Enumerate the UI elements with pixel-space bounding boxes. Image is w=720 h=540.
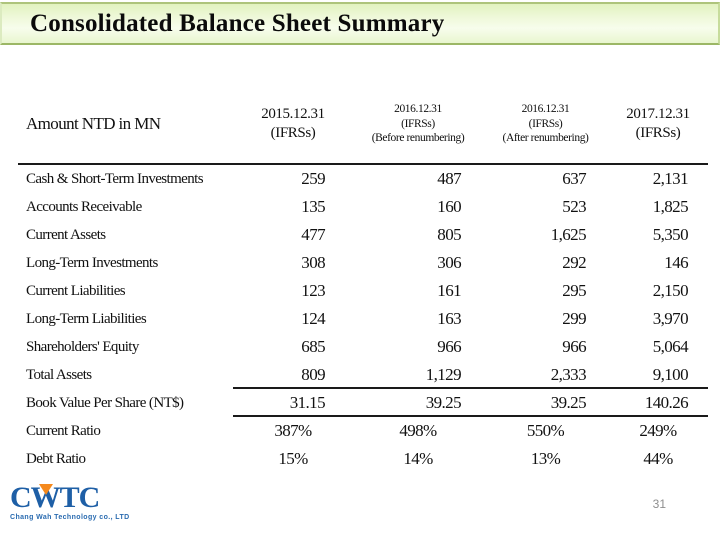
row-label: Total Assets <box>26 367 92 383</box>
cell-value: 5,350 <box>652 225 689 244</box>
cell-value: 1,625 <box>550 225 587 244</box>
cell-value: 3,970 <box>652 309 689 328</box>
cell-value: 308 <box>301 253 325 272</box>
cell-value: 2,131 <box>652 169 689 188</box>
table-row: Current Ratio 387% 498% 550% 249% <box>18 417 708 445</box>
row-label: Current Assets <box>26 227 106 243</box>
table-header-row: Amount NTD in MN 2015.12.31 (IFRSs) 2016.1… <box>18 85 708 165</box>
cwtc-logo: CWTC Chang Wah Technology co., LTD <box>10 483 180 522</box>
cell-value: 124 <box>301 309 325 328</box>
table-row: Long-Term Liabilities 124 163 299 3,970 <box>18 305 708 333</box>
logo-orange-wedge-icon <box>39 484 53 495</box>
cell-value: 685 <box>301 337 325 356</box>
cell-value: 487 <box>437 169 461 188</box>
row-label: Book Value Per Share (NT$) <box>26 395 184 411</box>
title-bar: Consolidated Balance Sheet Summary <box>0 2 720 45</box>
table-row: Shareholders' Equity 685 966 966 5,064 <box>18 333 708 361</box>
column-header-line: 2016.12.31 <box>394 102 442 115</box>
table-row: Accounts Receivable 135 160 523 1,825 <box>18 193 708 221</box>
column-header-2: 2016.12.31 (IFRSs) (Before renumbering) <box>353 102 483 147</box>
column-header-1: 2015.12.31 (IFRSs) <box>233 105 353 143</box>
cell-value: 140.26 <box>608 389 708 417</box>
cell-value: 1,825 <box>652 197 689 216</box>
cell-value: 637 <box>562 169 586 188</box>
cell-value: 39.25 <box>483 389 608 417</box>
column-header-line: (Before renumbering) <box>371 132 465 145</box>
logo-wordmark-text: CWTC <box>10 481 100 514</box>
cell-value: 15% <box>278 449 308 468</box>
cell-value: 259 <box>301 169 325 188</box>
cell-value: 44% <box>643 449 673 468</box>
cell-value: 2,333 <box>483 361 608 389</box>
cell-value: 146 <box>664 253 688 272</box>
cell-value: 295 <box>562 281 586 300</box>
column-header-line: (IFRSs) <box>270 125 316 141</box>
row-label: Shareholders' Equity <box>26 339 139 355</box>
table-row: Book Value Per Share (NT$) 31.15 39.25 39.2… <box>18 389 708 417</box>
cell-value: 39.25 <box>353 389 483 417</box>
row-label: Long-Term Investments <box>26 255 158 271</box>
cell-value: 550% <box>526 421 565 440</box>
table-row: Current Liabilities 123 161 295 2,150 <box>18 277 708 305</box>
column-header-line: (IFRSs) <box>401 117 435 130</box>
cell-value: 123 <box>301 281 325 300</box>
cell-value: 306 <box>437 253 461 272</box>
column-header-line: (After renumbering) <box>502 132 589 145</box>
cell-value: 2,150 <box>652 281 689 300</box>
balance-sheet-table: Amount NTD in MN 2015.12.31 (IFRSs) 2016.1… <box>18 85 708 473</box>
table-row: Debt Ratio 15% 14% 13% 44% <box>18 445 708 473</box>
cell-value: 14% <box>403 449 433 468</box>
cell-value: 5,064 <box>652 337 689 356</box>
table-row: Total Assets 809 1,129 2,333 9,100 <box>18 361 708 389</box>
column-header-3: 2016.12.31 (IFRSs) (After renumbering) <box>483 102 608 147</box>
row-label: Accounts Receivable <box>26 199 142 215</box>
table-corner-label: Amount NTD in MN <box>26 114 161 133</box>
cell-value: 9,100 <box>608 361 708 389</box>
column-header-line: 2015.12.31 <box>261 106 325 123</box>
cell-value: 161 <box>437 281 461 300</box>
cell-value: 13% <box>530 449 561 468</box>
cell-value: 498% <box>399 421 437 440</box>
column-header-4: 2017.12.31 (IFRSs) <box>608 105 708 143</box>
column-header-line: 2016.12.31 <box>521 102 570 115</box>
row-label: Long-Term Liabilities <box>26 311 147 327</box>
cell-value: 249% <box>639 421 677 440</box>
column-header-line: (IFRSs) <box>528 117 563 130</box>
column-header-line: 2017.12.31 <box>626 106 690 123</box>
cell-value: 299 <box>562 309 586 328</box>
cell-value: 1,129 <box>353 361 483 389</box>
row-label: Current Ratio <box>26 423 101 439</box>
table-row: Long-Term Investments 308 306 292 146 <box>18 249 708 277</box>
cell-value: 160 <box>437 197 461 216</box>
table-body: Cash & Short-Term Investments 259 487 637 2,… <box>18 165 708 473</box>
table-row: Cash & Short-Term Investments 259 487 637 2,… <box>18 165 708 193</box>
logo-wordmark: CWTC <box>10 483 180 513</box>
table-row: Current Assets 477 805 1,625 5,350 <box>18 221 708 249</box>
cell-value: 387% <box>274 421 312 440</box>
cell-value: 31.15 <box>233 389 353 417</box>
cell-value: 477 <box>301 225 325 244</box>
cell-value: 163 <box>437 309 461 328</box>
cell-value: 809 <box>233 361 353 389</box>
cell-value: 966 <box>437 337 461 356</box>
column-header-line: (IFRSs) <box>635 125 681 141</box>
logo-tagline: Chang Wah Technology co., LTD <box>10 514 130 521</box>
row-label: Debt Ratio <box>26 451 86 467</box>
cell-value: 966 <box>562 337 586 356</box>
cell-value: 292 <box>562 253 586 272</box>
cell-value: 805 <box>437 225 461 244</box>
row-label: Cash & Short-Term Investments <box>26 171 204 187</box>
cell-value: 523 <box>562 197 586 216</box>
cell-value: 135 <box>301 197 325 216</box>
page-number: 31 <box>652 497 666 511</box>
row-label: Current Liabilities <box>26 283 126 299</box>
page-title: Consolidated Balance Sheet Summary <box>30 10 445 37</box>
